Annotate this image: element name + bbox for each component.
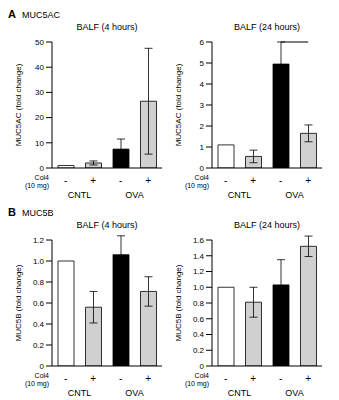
- svg-text:0.8: 0.8: [33, 278, 45, 287]
- html-text:A: A: [8, 8, 16, 20]
- svg-text:5: 5: [200, 59, 205, 68]
- svg-text:0.4: 0.4: [33, 320, 45, 329]
- svg-text:MUC5AC (fold change): MUC5AC (fold change): [14, 63, 23, 146]
- svg-text:CNTL: CNTL: [228, 388, 252, 398]
- svg-text:40: 40: [35, 63, 44, 72]
- svg-text:+: +: [305, 175, 311, 186]
- svg-text:2: 2: [200, 122, 205, 131]
- svg-text:0.2: 0.2: [33, 341, 45, 350]
- svg-text:10: 10: [35, 139, 44, 148]
- svg-text:1.2: 1.2: [193, 267, 205, 276]
- svg-text:0: 0: [200, 164, 205, 173]
- svg-text:+: +: [305, 373, 311, 384]
- svg-text:1.4: 1.4: [193, 252, 205, 261]
- html-text:B: B: [8, 206, 16, 218]
- svg-text:CNTL: CNTL: [228, 190, 252, 200]
- svg-text:1.6: 1.6: [193, 236, 205, 245]
- svg-text:30: 30: [35, 88, 44, 97]
- svg-text:MUC5B (fold change): MUC5B (fold change): [174, 264, 183, 341]
- svg-text:-: -: [64, 373, 67, 384]
- html-text:BALF (4 hours): BALF (4 hours): [76, 220, 138, 230]
- svg-text:1.0: 1.0: [33, 257, 45, 266]
- svg-text:1: 1: [200, 143, 205, 152]
- svg-text:0.8: 0.8: [193, 299, 205, 308]
- svg-text:OVA: OVA: [125, 388, 143, 398]
- svg-text:0: 0: [40, 362, 45, 371]
- svg-text:-: -: [64, 175, 67, 186]
- svg-text:+: +: [90, 175, 96, 186]
- svg-text:1.2: 1.2: [33, 236, 45, 245]
- html-text:MUC5B: MUC5B: [22, 208, 54, 218]
- svg-text:*: *: [292, 34, 297, 39]
- svg-text:Col4(10 mg): Col4(10 mg): [25, 174, 49, 190]
- svg-text:-: -: [224, 175, 227, 186]
- svg-text:-: -: [279, 175, 282, 186]
- svg-text:+: +: [250, 175, 256, 186]
- svg-text:Col4(10 mg): Col4(10 mg): [185, 174, 209, 190]
- svg-text:0: 0: [200, 362, 205, 371]
- svg-text:0.2: 0.2: [193, 346, 205, 355]
- svg-text:0.4: 0.4: [193, 330, 205, 339]
- svg-text:OVA: OVA: [285, 190, 303, 200]
- svg-text:4: 4: [200, 80, 205, 89]
- html-text:BALF (4 hours): BALF (4 hours): [76, 22, 138, 32]
- html-text:BALF (24 hours): BALF (24 hours): [234, 22, 300, 32]
- svg-text:Col4(10 mg): Col4(10 mg): [25, 372, 49, 388]
- svg-text:OVA: OVA: [125, 190, 143, 200]
- svg-text:0.6: 0.6: [33, 299, 45, 308]
- svg-text:+: +: [145, 175, 151, 186]
- svg-text:0.6: 0.6: [193, 315, 205, 324]
- svg-text:CNTL: CNTL: [68, 388, 92, 398]
- svg-text:+: +: [250, 373, 256, 384]
- svg-text:OVA: OVA: [285, 388, 303, 398]
- svg-text:-: -: [224, 373, 227, 384]
- svg-text:+: +: [145, 373, 151, 384]
- svg-text:MUC5AC (fold change): MUC5AC (fold change): [174, 63, 183, 146]
- svg-text:-: -: [119, 175, 122, 186]
- svg-text:3: 3: [200, 101, 205, 110]
- html-text:MUC5AC: MUC5AC: [22, 10, 60, 20]
- html-text:BALF (24 hours): BALF (24 hours): [234, 220, 300, 230]
- svg-text:-: -: [279, 373, 282, 384]
- svg-text:-: -: [119, 373, 122, 384]
- svg-text:20: 20: [35, 113, 44, 122]
- svg-text:0: 0: [40, 164, 45, 173]
- svg-text:MUC5B (fold change): MUC5B (fold change): [14, 264, 23, 341]
- svg-text:50: 50: [35, 38, 44, 47]
- svg-text:6: 6: [200, 38, 205, 47]
- svg-text:1.0: 1.0: [193, 283, 205, 292]
- svg-text:Col4(10 mg): Col4(10 mg): [185, 372, 209, 388]
- svg-text:CNTL: CNTL: [68, 190, 92, 200]
- svg-text:+: +: [90, 373, 96, 384]
